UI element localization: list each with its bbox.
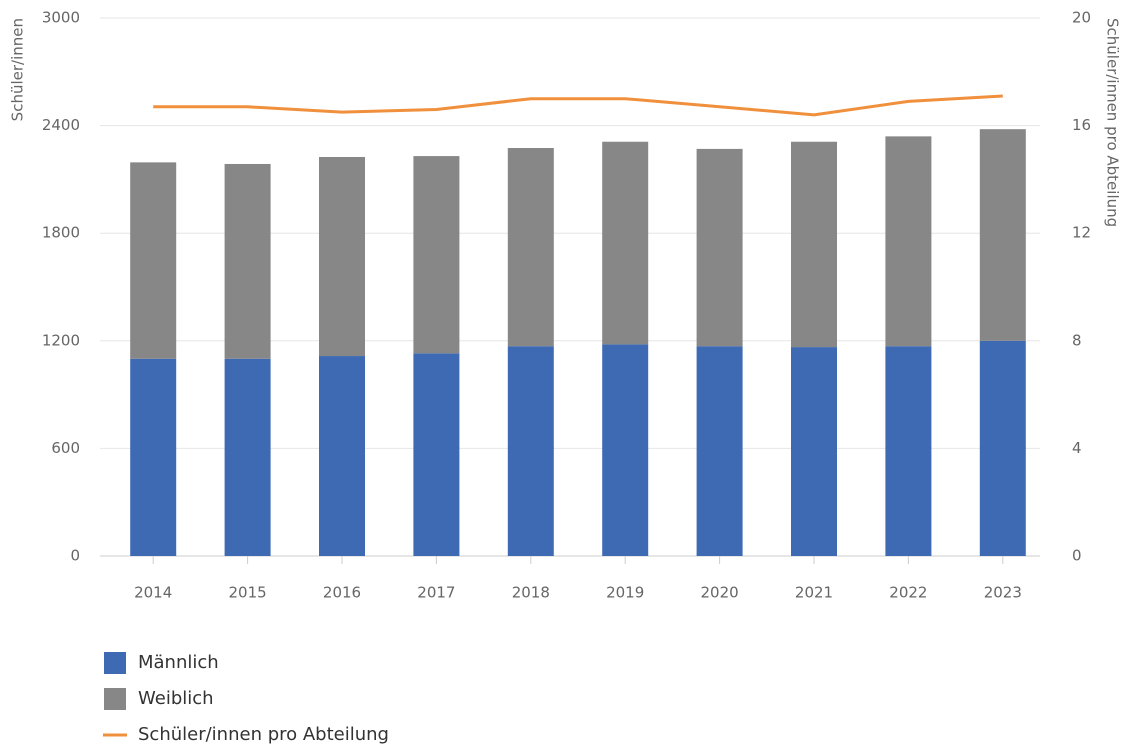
y-tick-label: 600 <box>51 439 80 457</box>
bar <box>696 346 743 556</box>
bar <box>979 129 1026 341</box>
bar <box>507 346 554 556</box>
y2-tick-label: 12 <box>1072 224 1091 242</box>
y-tick-label: 1200 <box>42 331 80 349</box>
bar <box>413 353 460 556</box>
y-tick-label: 3000 <box>42 9 80 27</box>
bar <box>319 156 365 357</box>
bar <box>319 356 365 556</box>
legend-label: Weiblich <box>138 688 214 709</box>
bar <box>791 141 837 348</box>
legend-swatch <box>104 688 126 710</box>
bar <box>224 163 271 359</box>
bar <box>885 136 932 347</box>
y-tick-label: 1800 <box>42 224 80 242</box>
x-tick-label: 2022 <box>889 584 927 602</box>
x-tick-label: 2015 <box>229 584 267 602</box>
y-tick-label: 0 <box>70 547 80 565</box>
y2-tick-label: 20 <box>1072 9 1091 27</box>
x-tick-label: 2016 <box>323 584 361 602</box>
bar <box>696 148 743 347</box>
x-tick-label: 2018 <box>512 584 550 602</box>
x-tick-label: 2014 <box>134 584 172 602</box>
bar <box>224 358 271 556</box>
x-tick-label: 2020 <box>701 584 739 602</box>
bar <box>130 162 177 359</box>
x-tick-label: 2021 <box>795 584 833 602</box>
y2-tick-label: 4 <box>1072 439 1082 457</box>
bar <box>979 340 1026 556</box>
legend: Männlich Weiblich Schüler/innen pro Abteil… <box>103 652 389 745</box>
y-tick-label: 2400 <box>42 116 80 134</box>
y2-tick-label: 16 <box>1072 116 1091 134</box>
bar <box>602 344 649 556</box>
legend-swatch <box>104 652 126 674</box>
y2-axis-title: Schüler/innen pro Abteilung <box>1104 18 1122 227</box>
bar <box>885 346 932 556</box>
y2-tick-label: 0 <box>1072 547 1082 565</box>
bar <box>413 156 460 354</box>
bar <box>130 358 177 556</box>
bar <box>602 141 649 345</box>
legend-label: Schüler/innen pro Abteilung <box>138 724 389 745</box>
y-axis-title: Schüler/innen <box>9 18 27 121</box>
bar <box>791 347 837 556</box>
x-tick-label: 2023 <box>984 584 1022 602</box>
bar <box>507 148 554 347</box>
line <box>153 94 1003 117</box>
legend-label: Männlich <box>138 652 219 673</box>
y2-tick-label: 8 <box>1072 331 1082 349</box>
x-tick-label: 2019 <box>606 584 644 602</box>
x-tick-label: 2017 <box>417 584 455 602</box>
